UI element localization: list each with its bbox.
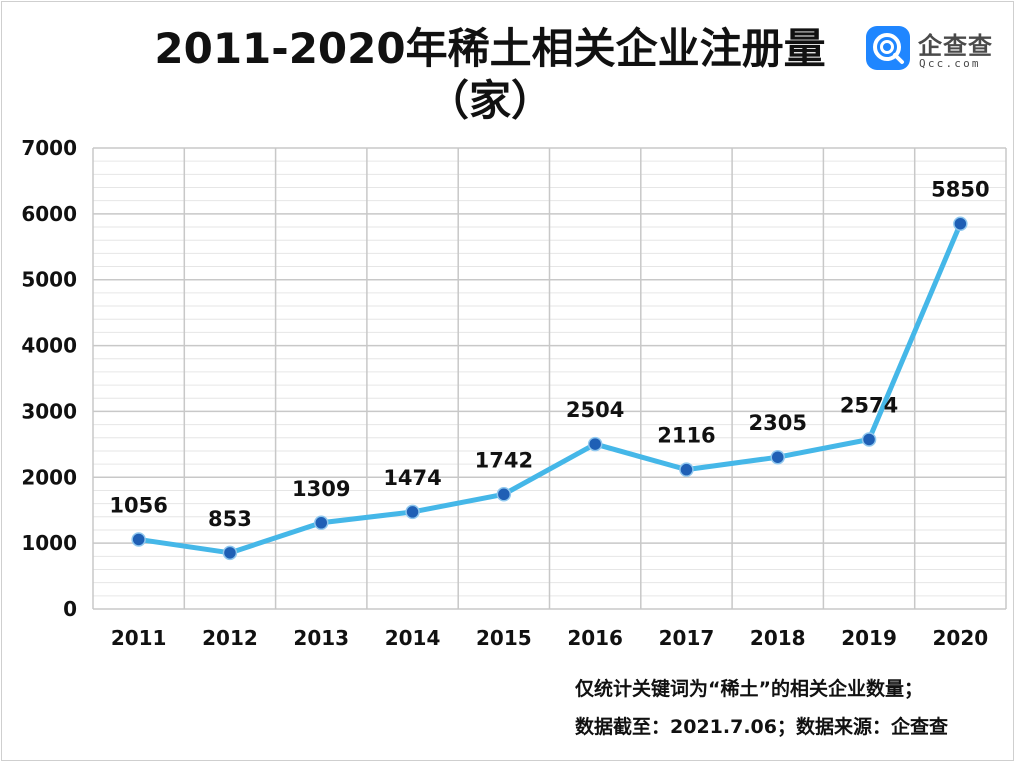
- data-point: [314, 515, 329, 531]
- data-label: 2504: [566, 398, 624, 422]
- series-line: [136, 221, 963, 556]
- y-tick-label: 0: [63, 597, 77, 621]
- data-point: [131, 532, 146, 547]
- logo-name: 企查查: [918, 32, 993, 60]
- qcc-logo-icon: [866, 26, 910, 70]
- x-tick-label: 2016: [567, 626, 623, 650]
- x-tick-label: 2018: [750, 626, 806, 650]
- footnote-source: 数据截至：2021.7.06；数据来源：企查查: [575, 716, 948, 738]
- y-axis-ticks: 0 1000 2000 3000 4000 5000 6000 7000: [21, 136, 77, 621]
- y-tick-label: 4000: [21, 334, 77, 358]
- data-label: 2116: [657, 424, 715, 448]
- qcc-logo: 企查查 Qcc.com: [866, 24, 1006, 74]
- x-tick-label: 2014: [385, 626, 441, 650]
- x-tick-label: 2017: [659, 626, 715, 650]
- data-label: 2574: [840, 393, 898, 417]
- data-point: [770, 449, 785, 465]
- major-gridlines: [92, 147, 1007, 610]
- data-point: [861, 432, 877, 447]
- data-labels: 1056 853 1309 1474 1742 2504 2116 2305 2574 5850: [109, 178, 989, 531]
- data-label: 2305: [749, 411, 807, 435]
- data-points: [131, 216, 968, 561]
- logo-domain: Qcc.com: [919, 57, 981, 70]
- minor-gridlines: [93, 160, 1006, 597]
- x-tick-label: 2020: [933, 626, 989, 650]
- data-point: [405, 504, 420, 520]
- footnote-scope: 仅统计关键词为“稀土”的相关企业数量；: [575, 678, 923, 700]
- x-tick-label: 2013: [293, 626, 349, 650]
- data-label: 1742: [475, 448, 533, 472]
- y-tick-label: 5000: [21, 268, 77, 292]
- data-point: [953, 216, 968, 231]
- data-point: [587, 436, 603, 452]
- data-label: 1309: [292, 477, 350, 501]
- y-tick-label: 7000: [21, 136, 77, 160]
- data-label: 1474: [383, 466, 441, 490]
- data-point: [496, 487, 512, 502]
- data-point: [679, 462, 694, 477]
- data-label: 5850: [931, 178, 989, 202]
- data-point: [222, 545, 238, 561]
- data-label: 1056: [109, 493, 167, 517]
- x-tick-label: 2019: [841, 626, 897, 650]
- y-tick-label: 1000: [21, 531, 77, 555]
- y-tick-label: 2000: [21, 465, 77, 489]
- series-line-path: [136, 221, 963, 556]
- x-tick-label: 2011: [111, 626, 167, 650]
- data-label: 853: [208, 507, 252, 531]
- x-axis-ticks: 2011 2012 2013 2014 2015 2016 2017 2018 2019 2020: [111, 626, 988, 650]
- chart-title: 2011-2020年稀土相关企业注册量: [154, 24, 826, 73]
- y-tick-label: 6000: [21, 202, 77, 226]
- x-tick-label: 2015: [476, 626, 532, 650]
- x-tick-label: 2012: [202, 626, 258, 650]
- chart-title-unit: （家）: [426, 76, 553, 125]
- y-tick-label: 3000: [21, 399, 77, 423]
